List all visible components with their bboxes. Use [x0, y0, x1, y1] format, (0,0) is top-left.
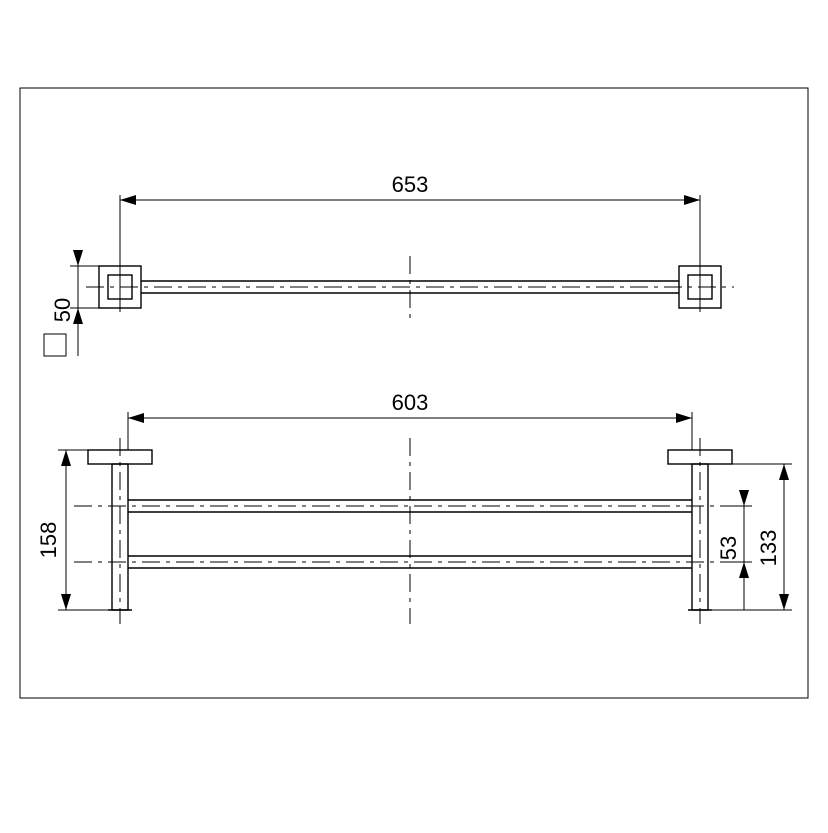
dim-653-label: 653 [392, 172, 429, 197]
dim-603-label: 603 [392, 390, 429, 415]
dim-50: 50 [50, 250, 99, 356]
side-view [74, 438, 746, 624]
drawing: 653 50 [0, 0, 828, 828]
dim-158-label: 158 [36, 522, 61, 559]
dim-53-label: 53 [716, 536, 741, 560]
dim-133-label: 133 [756, 530, 781, 567]
dim-53: 53 [716, 490, 752, 610]
dim-653: 653 [120, 172, 700, 262]
square-symbol [44, 334, 66, 356]
dim-158: 158 [36, 450, 108, 610]
dim-50-label: 50 [50, 298, 75, 322]
top-view [86, 256, 734, 318]
